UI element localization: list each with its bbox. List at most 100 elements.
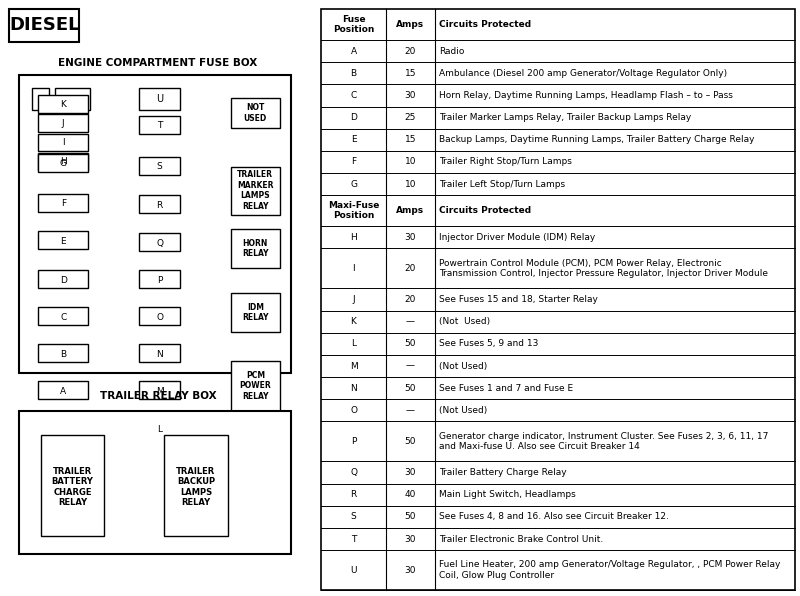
FancyBboxPatch shape bbox=[38, 231, 89, 249]
FancyBboxPatch shape bbox=[164, 435, 227, 536]
Text: 25: 25 bbox=[405, 113, 416, 122]
Text: Trailer Electronic Brake Control Unit.: Trailer Electronic Brake Control Unit. bbox=[439, 535, 604, 544]
Text: DIESEL: DIESEL bbox=[9, 16, 79, 35]
FancyBboxPatch shape bbox=[230, 167, 280, 215]
Text: Circuits Protected: Circuits Protected bbox=[439, 206, 531, 215]
Text: E: E bbox=[350, 135, 356, 144]
Text: U: U bbox=[350, 566, 357, 575]
Text: B: B bbox=[350, 69, 357, 77]
Text: O: O bbox=[350, 406, 357, 415]
Text: Q: Q bbox=[350, 468, 357, 477]
Text: Maxi-Fuse
Position: Maxi-Fuse Position bbox=[328, 201, 379, 221]
FancyBboxPatch shape bbox=[139, 157, 180, 175]
Text: See Fuses 1 and 7 and Fuse E: See Fuses 1 and 7 and Fuse E bbox=[439, 384, 574, 393]
Text: TRAILER
MARKER
LAMPS
RELAY: TRAILER MARKER LAMPS RELAY bbox=[237, 170, 274, 210]
Text: 10: 10 bbox=[405, 157, 416, 166]
FancyBboxPatch shape bbox=[139, 116, 180, 134]
Text: K: K bbox=[350, 317, 357, 326]
Text: Amps: Amps bbox=[396, 206, 425, 215]
Text: R: R bbox=[350, 490, 357, 499]
Text: HORN
RELAY: HORN RELAY bbox=[242, 239, 269, 258]
Text: Radio: Radio bbox=[439, 46, 465, 55]
Text: A: A bbox=[60, 387, 66, 396]
Text: C: C bbox=[60, 312, 66, 322]
Text: NOT
USED: NOT USED bbox=[244, 103, 267, 123]
FancyBboxPatch shape bbox=[139, 270, 180, 288]
Text: F: F bbox=[61, 199, 66, 209]
Text: PCM
POWER
RELAY: PCM POWER RELAY bbox=[239, 371, 271, 401]
Text: K: K bbox=[60, 100, 66, 109]
Text: ENGINE COMPARTMENT FUSE BOX: ENGINE COMPARTMENT FUSE BOX bbox=[58, 58, 258, 67]
Text: Fuel Line Heater, 200 amp Generator/Voltage Regulator, , PCM Power Relay
Coil, G: Fuel Line Heater, 200 amp Generator/Volt… bbox=[439, 560, 781, 580]
Text: 15: 15 bbox=[405, 69, 416, 77]
FancyBboxPatch shape bbox=[321, 9, 795, 590]
Text: M: M bbox=[350, 362, 358, 371]
Text: N: N bbox=[156, 349, 163, 359]
Text: 30: 30 bbox=[405, 233, 416, 242]
Text: —: — bbox=[406, 406, 415, 415]
Text: Trailer Marker Lamps Relay, Trailer Backup Lamps Relay: Trailer Marker Lamps Relay, Trailer Back… bbox=[439, 113, 692, 122]
Text: J: J bbox=[62, 119, 65, 128]
FancyBboxPatch shape bbox=[38, 153, 89, 170]
Text: Ambulance (Diesel 200 amp Generator/Voltage Regulator Only): Ambulance (Diesel 200 amp Generator/Volt… bbox=[439, 69, 727, 77]
FancyBboxPatch shape bbox=[139, 88, 180, 110]
FancyBboxPatch shape bbox=[139, 344, 180, 362]
Text: 30: 30 bbox=[405, 566, 416, 575]
Text: 50: 50 bbox=[405, 339, 416, 348]
Text: Trailer Battery Charge Relay: Trailer Battery Charge Relay bbox=[439, 468, 567, 477]
Text: TRAILER
BACKUP
LAMPS
RELAY: TRAILER BACKUP LAMPS RELAY bbox=[176, 467, 215, 507]
Text: I: I bbox=[62, 138, 65, 147]
FancyBboxPatch shape bbox=[38, 344, 89, 362]
Text: See Fuses 15 and 18, Starter Relay: See Fuses 15 and 18, Starter Relay bbox=[439, 295, 598, 304]
Text: R: R bbox=[157, 201, 162, 210]
Text: 50: 50 bbox=[405, 513, 416, 522]
Text: 50: 50 bbox=[405, 437, 416, 446]
Text: TRAILER RELAY BOX: TRAILER RELAY BOX bbox=[100, 392, 216, 401]
Text: T: T bbox=[157, 121, 162, 131]
Text: 20: 20 bbox=[405, 264, 416, 273]
FancyBboxPatch shape bbox=[10, 9, 79, 42]
Text: U: U bbox=[156, 94, 163, 104]
Text: 40: 40 bbox=[405, 490, 416, 499]
FancyBboxPatch shape bbox=[38, 381, 89, 399]
Text: J: J bbox=[352, 295, 355, 304]
Text: 20: 20 bbox=[405, 295, 416, 304]
Text: S: S bbox=[157, 162, 162, 172]
Text: 30: 30 bbox=[405, 468, 416, 477]
Text: Generator charge indicator, Instrument Cluster. See Fuses 2, 3, 6, 11, 17
and Ma: Generator charge indicator, Instrument C… bbox=[439, 432, 769, 451]
FancyBboxPatch shape bbox=[139, 233, 180, 251]
Text: H: H bbox=[350, 233, 357, 242]
FancyBboxPatch shape bbox=[19, 411, 290, 554]
Text: Circuits Protected: Circuits Protected bbox=[439, 20, 531, 29]
Text: E: E bbox=[60, 237, 66, 246]
Text: Trailer Left Stop/Turn Lamps: Trailer Left Stop/Turn Lamps bbox=[439, 179, 566, 189]
Text: Trailer Right Stop/Turn Lamps: Trailer Right Stop/Turn Lamps bbox=[439, 157, 572, 166]
Text: (Not  Used): (Not Used) bbox=[439, 317, 490, 326]
Text: —: — bbox=[406, 362, 415, 371]
Text: (Not Used): (Not Used) bbox=[439, 406, 488, 415]
Text: (Not Used): (Not Used) bbox=[439, 362, 488, 371]
Text: Powertrain Control Module (PCM), PCM Power Relay, Electronic
Transmission Contro: Powertrain Control Module (PCM), PCM Pow… bbox=[439, 259, 769, 278]
Text: T: T bbox=[351, 535, 356, 544]
FancyBboxPatch shape bbox=[19, 74, 290, 372]
Text: 15: 15 bbox=[405, 135, 416, 144]
Text: Backup Lamps, Daytime Running Lamps, Trailer Battery Charge Relay: Backup Lamps, Daytime Running Lamps, Tra… bbox=[439, 135, 755, 144]
Text: M: M bbox=[156, 387, 163, 396]
FancyBboxPatch shape bbox=[55, 88, 90, 110]
Text: Main Light Switch, Headlamps: Main Light Switch, Headlamps bbox=[439, 490, 576, 499]
FancyBboxPatch shape bbox=[230, 229, 280, 268]
Text: G: G bbox=[60, 159, 66, 169]
Text: L: L bbox=[351, 339, 356, 348]
Text: S: S bbox=[350, 513, 356, 522]
FancyBboxPatch shape bbox=[38, 194, 89, 212]
Text: P: P bbox=[351, 437, 356, 446]
Text: C: C bbox=[350, 91, 357, 100]
FancyBboxPatch shape bbox=[139, 419, 180, 437]
Text: Injector Driver Module (IDM) Relay: Injector Driver Module (IDM) Relay bbox=[439, 233, 596, 242]
Text: 30: 30 bbox=[405, 91, 416, 100]
FancyBboxPatch shape bbox=[38, 270, 89, 288]
Text: 50: 50 bbox=[405, 384, 416, 393]
Text: See Fuses 4, 8 and 16. Also see Circuit Breaker 12.: See Fuses 4, 8 and 16. Also see Circuit … bbox=[439, 513, 670, 522]
Text: —: — bbox=[406, 317, 415, 326]
FancyBboxPatch shape bbox=[38, 154, 89, 172]
